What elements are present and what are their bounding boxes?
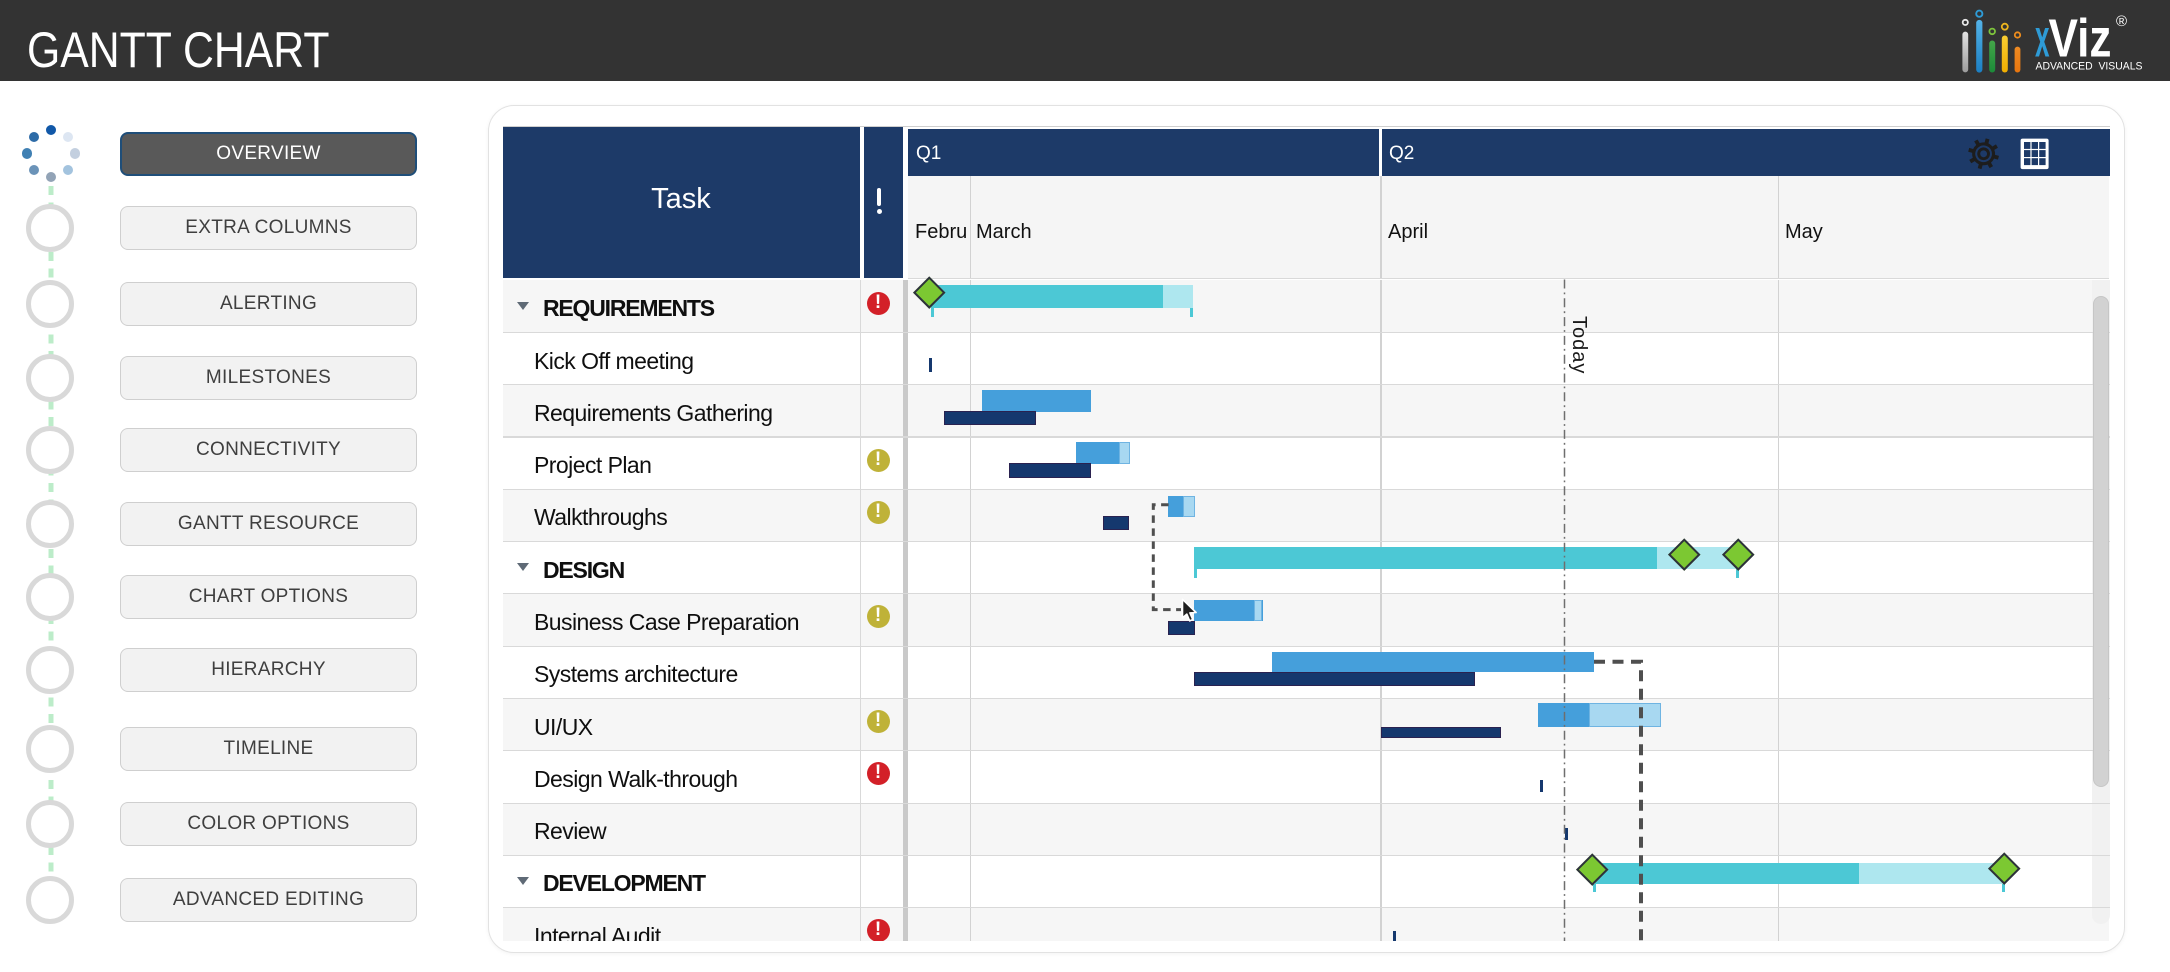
svg-text:x: x [2035,9,2050,69]
svg-text:ADVANCED VISUALS: ADVANCED VISUALS [2036,61,2143,73]
svg-text:®: ® [2116,13,2127,30]
svg-text:Today: Today [1568,316,1590,374]
svg-text:Viz: Viz [2049,9,2112,69]
